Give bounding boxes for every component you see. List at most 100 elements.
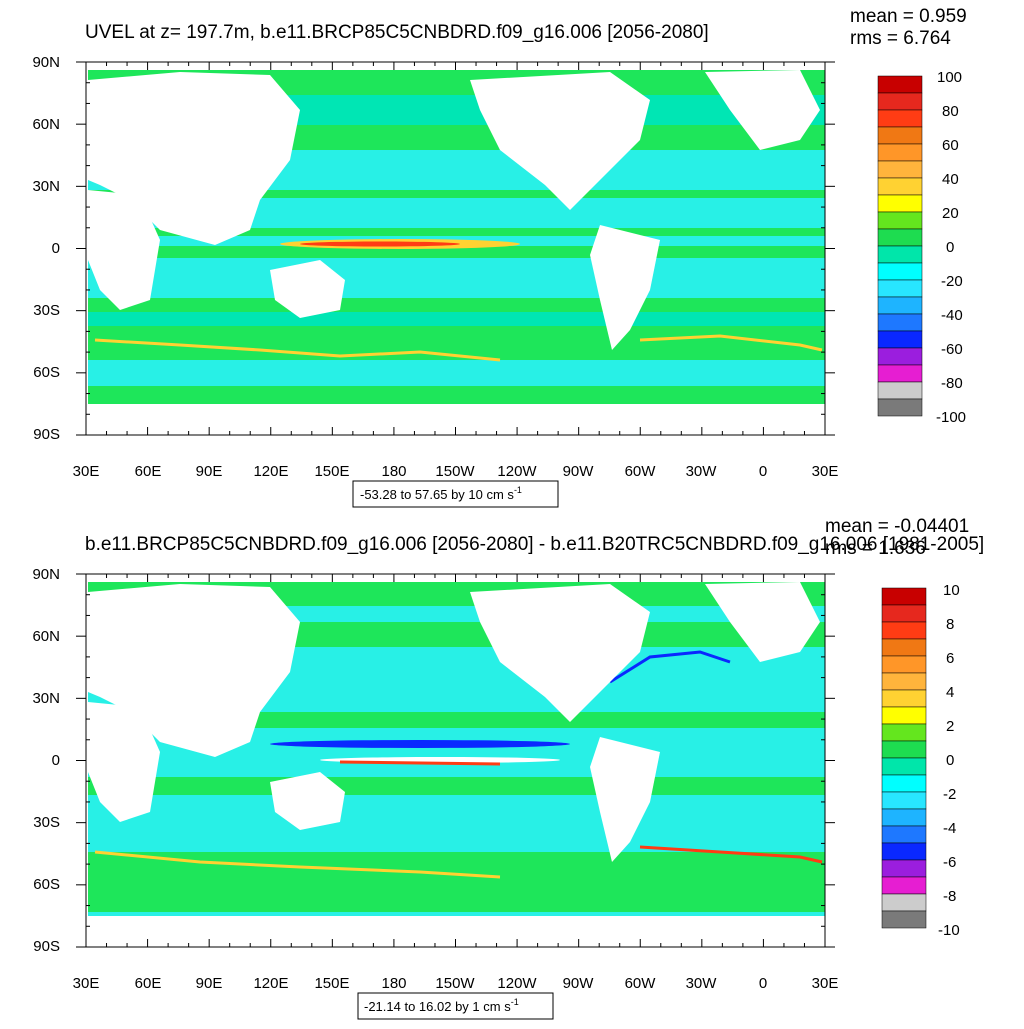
chart-panel-bottom: b.e11.BRCP85C5CNBDRD.f09_g16.006 [2056-2… — [0, 512, 1024, 1024]
contour-info-box — [357, 992, 554, 1020]
colorbar-swatch — [877, 75, 923, 94]
colorbar-swatch — [881, 689, 927, 708]
land-africa — [88, 190, 160, 310]
x-tick-label: 30E — [812, 463, 839, 480]
colorbar-swatch — [881, 808, 927, 827]
colorbar-swatch — [877, 245, 923, 264]
acc-streak-2 — [639, 334, 823, 352]
x-tick-label: 150E — [314, 463, 349, 480]
colorbar-swatch — [881, 757, 927, 776]
x-tick-label: 0 — [759, 975, 767, 992]
contour-info-box — [352, 480, 559, 508]
band-acc-south — [88, 360, 825, 386]
colorbar-label: 100 — [937, 69, 962, 86]
jet-undercurrent-core — [300, 241, 460, 247]
land-south-america — [590, 225, 660, 350]
y-tick-marks — [76, 573, 835, 948]
colorbar-swatch — [877, 381, 923, 400]
land-antarctica — [88, 916, 825, 946]
colorbar-label: 8 — [946, 616, 954, 633]
y-tick-label: 90S — [33, 426, 60, 443]
contour-info: -53.28 to 57.65 by 10 cm s-1 — [360, 485, 522, 502]
land-north-america — [470, 72, 650, 210]
colorbar-label: 60 — [942, 137, 959, 154]
colorbar-swatch — [881, 587, 927, 606]
colorbar-label: 6 — [946, 650, 954, 667]
band-south-gyre — [88, 258, 825, 298]
y-tick-label: 90S — [33, 938, 60, 955]
colorbar-swatch — [877, 211, 923, 230]
colorbar-swatch — [877, 330, 923, 349]
stat-mean: mean = 0.959 — [850, 6, 967, 27]
colorbar-swatch — [877, 126, 923, 145]
colorbar-swatch — [877, 194, 923, 213]
gulf-stream — [609, 650, 731, 684]
x-tick-label: 60E — [135, 463, 162, 480]
y-tick-label: 60N — [32, 116, 60, 133]
colorbar-labels: 100 80 60 40 20 0 -20 -40 -60 -80 -100 — [936, 69, 966, 426]
land-europe-north — [705, 70, 820, 150]
y-tick-label: 0 — [52, 752, 60, 769]
colorbar-swatch — [881, 740, 927, 759]
chart-title: UVEL at z= 197.7m, b.e11.BRCP85C5CNBDRD.… — [85, 22, 709, 43]
colorbar-swatch — [877, 92, 923, 111]
stat-rms: rms = 6.764 — [850, 28, 951, 49]
acc-streak-2 — [639, 845, 823, 864]
y-tick-label: 90N — [32, 54, 60, 71]
land-north-america — [470, 584, 650, 722]
x-tick-label: 30E — [73, 975, 100, 992]
colorbar-swatch — [881, 791, 927, 810]
land-arctic-edge — [88, 64, 825, 70]
x-tick-label: 30W — [686, 463, 718, 480]
land-australia — [270, 772, 345, 830]
colorbar-swatch — [881, 859, 927, 878]
chart-top-svg: UVEL at z= 197.7m, b.e11.BRCP85C5CNBDRD.… — [32, 6, 967, 508]
colorbar-swatch — [877, 313, 923, 332]
x-tick-label: 120E — [253, 975, 288, 992]
y-axis-labels: 90N 60N 30N 0 30S 60S 90S — [32, 54, 60, 443]
land-australia — [270, 260, 345, 318]
acc-streak-1 — [94, 850, 501, 879]
colorbar-swatch — [881, 876, 927, 895]
colorbar-swatch — [877, 364, 923, 383]
colorbar-swatch — [881, 706, 927, 725]
colorbar-swatch — [877, 296, 923, 315]
chart-bottom-svg: b.e11.BRCP85C5CNBDRD.f09_g16.006 [2056-2… — [32, 516, 984, 1020]
land-arctic-edge — [88, 576, 825, 582]
colorbar-labels: 10 8 6 4 2 0 -2 -4 -6 -8 -10 — [938, 582, 960, 939]
colorbar-swatch — [877, 143, 923, 162]
colorbar-label: -60 — [941, 341, 963, 358]
colorbar-label: -4 — [943, 820, 956, 837]
colorbar-swatch — [877, 177, 923, 196]
x-tick-label: 180 — [381, 975, 406, 992]
colorbar-swatch — [881, 723, 927, 742]
chart-panel-top: UVEL at z= 197.7m, b.e11.BRCP85C5CNBDRD.… — [0, 0, 1024, 512]
land-south-america — [590, 737, 660, 862]
x-tick-label: 90E — [196, 463, 223, 480]
x-tick-label: 150W — [435, 463, 475, 480]
colorbar-swatch — [877, 228, 923, 247]
x-tick-label: 60W — [625, 975, 657, 992]
x-axis-labels: 30E 60E 90E 120E 150E 180 150W 120W 90W … — [73, 975, 839, 992]
band-south-subtropical — [88, 777, 825, 795]
x-tick-marks — [85, 62, 826, 435]
x-tick-label: 120W — [497, 463, 537, 480]
y-tick-label: 30N — [32, 690, 60, 707]
eq-negative — [270, 740, 570, 748]
acc-streak-1 — [94, 338, 501, 362]
colorbar-swatch — [881, 825, 927, 844]
colorbar-label: 10 — [943, 582, 960, 599]
colorbar-swatch — [881, 621, 927, 640]
colorbar-swatch — [877, 398, 923, 417]
colorbar-label: 0 — [946, 752, 954, 769]
colorbar — [881, 587, 927, 929]
colorbar-label: -10 — [938, 922, 960, 939]
x-tick-label: 150W — [435, 975, 475, 992]
colorbar-swatch — [877, 160, 923, 179]
colorbar-swatch — [881, 774, 927, 793]
x-tick-label: 60E — [135, 975, 162, 992]
colorbar-swatch — [877, 347, 923, 366]
colorbar-label: -2 — [943, 786, 956, 803]
colorbar-label: -40 — [941, 307, 963, 324]
y-tick-label: 60S — [33, 876, 60, 893]
